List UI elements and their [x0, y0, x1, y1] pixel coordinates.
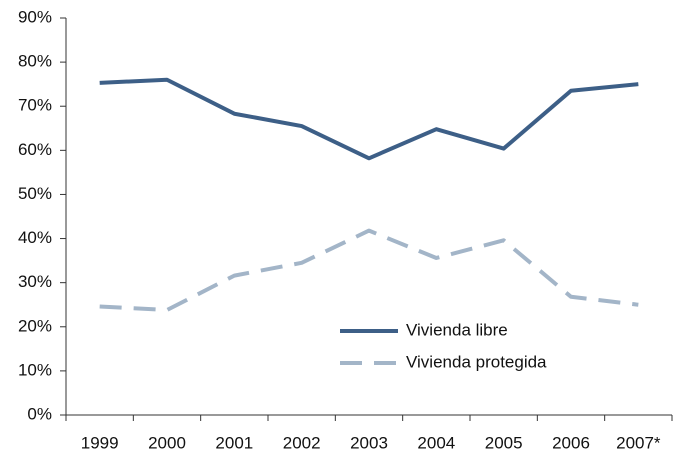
series-line [99, 77, 639, 161]
y-tick-label: 90% [18, 7, 52, 26]
x-tick-label: 2000 [148, 433, 186, 452]
x-tick-label: 2003 [350, 433, 388, 452]
y-tick-label: 70% [18, 96, 52, 115]
x-tick-label: 2006 [552, 433, 590, 452]
y-tick-label: 40% [18, 228, 52, 247]
series-line [99, 228, 639, 313]
x-tick-label: 2005 [485, 433, 523, 452]
x-tick-label: 2001 [215, 433, 253, 452]
legend-label: Vivienda protegida [406, 352, 547, 371]
x-tick-label: 2002 [283, 433, 321, 452]
y-tick-label: 80% [18, 52, 52, 71]
y-tick-label: 60% [18, 140, 52, 159]
x-tick-label: 1999 [81, 433, 119, 452]
y-tick-label: 50% [18, 184, 52, 203]
x-tick-label: 2007* [616, 433, 661, 452]
y-tick-label: 20% [18, 316, 52, 335]
y-tick-label: 10% [18, 360, 52, 379]
legend-label: Vivienda libre [406, 320, 508, 339]
y-tick-label: 30% [18, 272, 52, 291]
x-tick-label: 2004 [417, 433, 455, 452]
y-tick-label: 0% [27, 404, 52, 423]
